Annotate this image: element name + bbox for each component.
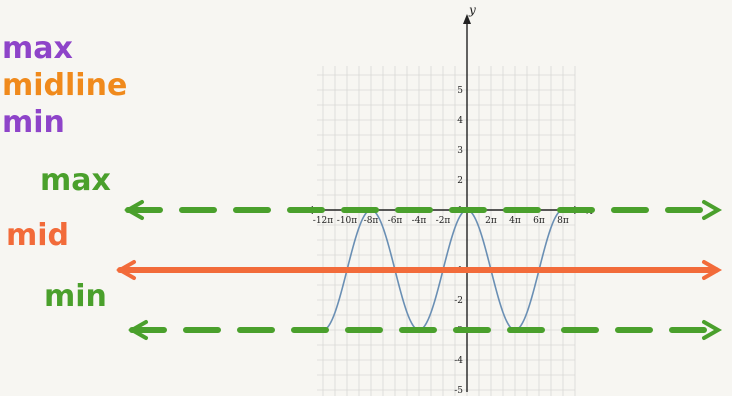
tick-labels: -12π-10π-8π-6π-4π-2π2π4π6π8π54321-1-2-3-… [313, 86, 569, 396]
reference-lines [115, 200, 723, 340]
y-tick-label: 4 [457, 116, 463, 126]
mid-arrow-left [115, 260, 136, 280]
y-tick-label: 2 [457, 176, 463, 186]
max-arrow-left [123, 200, 144, 220]
y-tick-label: -2 [454, 296, 463, 306]
x-tick-label: -6π [388, 216, 403, 226]
y-tick-label: 3 [457, 146, 463, 156]
y-tick-label: 5 [457, 86, 463, 96]
y-tick-label: -4 [454, 356, 463, 366]
min-arrow-left [127, 320, 148, 340]
x-tick-label: -12π [313, 216, 333, 226]
x-tick-label: 6π [533, 216, 545, 226]
x-tick-label: -4π [412, 216, 427, 226]
legend-min-label: min [2, 105, 65, 140]
y-axis-arrow-top [463, 14, 471, 24]
min-arrow-right [702, 320, 723, 340]
axes: xy [305, 3, 593, 392]
mid-arrow-right [702, 260, 723, 280]
legend-max-label: max [2, 31, 73, 66]
max-arrow-right [702, 200, 723, 220]
min-line-label: min [44, 279, 107, 314]
max-line-label: max [40, 163, 111, 198]
x-tick-label: -8π [364, 216, 379, 226]
grid [317, 66, 576, 396]
mid-line-label: mid [6, 218, 69, 253]
x-tick-label: -2π [436, 216, 451, 226]
y-tick-label: -5 [454, 386, 463, 396]
legend-midline-label: midline [2, 68, 127, 103]
x-tick-label: -10π [337, 216, 357, 226]
y-axis-label: y [468, 3, 476, 17]
x-tick-label: 8π [557, 216, 569, 226]
x-tick-label: 2π [485, 216, 497, 226]
x-tick-label: 4π [509, 216, 521, 226]
